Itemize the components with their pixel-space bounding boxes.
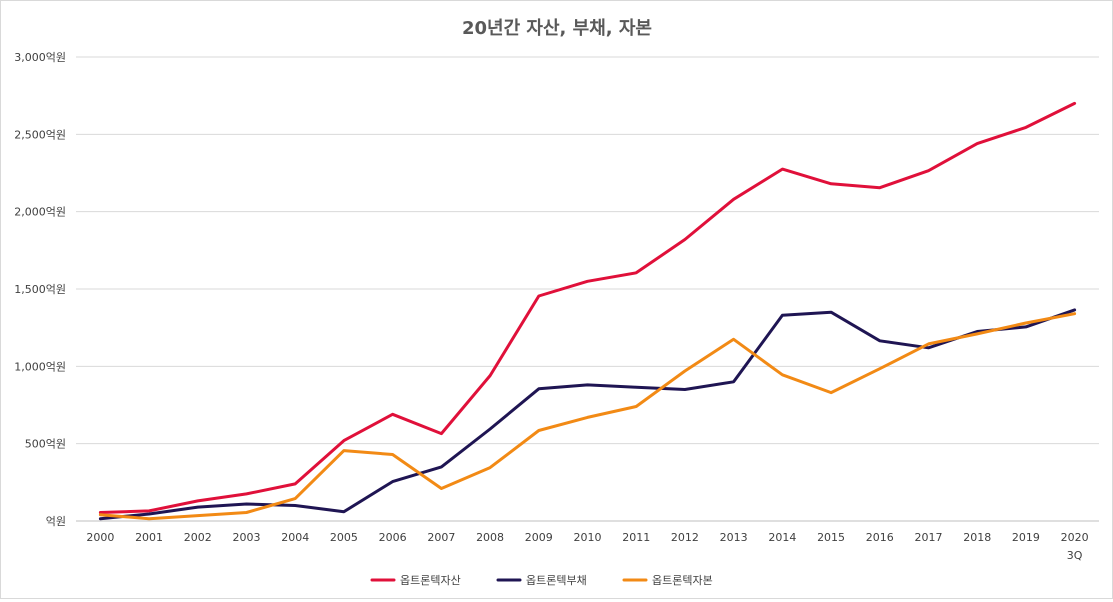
x-tick-label: 2010 <box>574 531 602 544</box>
x-tick-label: 2005 <box>330 531 358 544</box>
chart-title: 20년간 자산, 부채, 자본 <box>462 18 652 39</box>
legend: 옵트론텍자산 옵트론텍부채 옵트론텍자본 <box>370 574 713 587</box>
x-tick-label: 2017 <box>915 531 943 544</box>
x-tick-label: 2009 <box>525 531 553 544</box>
x-tick-label: 2001 <box>135 531 163 544</box>
series-lines <box>98 101 1077 521</box>
x-tick-label: 2019 <box>1012 531 1040 544</box>
gridlines <box>76 56 1099 522</box>
x-tick-sublabel: 3Q <box>1067 549 1083 562</box>
x-tick-label: 2008 <box>476 531 504 544</box>
x-tick-label: 2003 <box>233 531 261 544</box>
series-line-2 <box>98 308 1077 521</box>
legend-label: 옵트론텍자본 <box>652 574 713 587</box>
legend-label: 옵트론텍부채 <box>526 574 587 587</box>
y-tick-label: 2,000억원 <box>14 206 66 219</box>
x-tick-label: 2014 <box>768 531 796 544</box>
y-tick-label: 500억원 <box>25 438 66 451</box>
legend-item: 옵트론텍부채 <box>496 574 587 587</box>
x-tick-label: 2012 <box>671 531 699 544</box>
x-tick-label: 2015 <box>817 531 845 544</box>
y-tick-label: 1,500억원 <box>14 283 66 296</box>
x-tick-label: 2013 <box>720 531 748 544</box>
legend-item: 옵트론텍자본 <box>622 574 713 587</box>
x-tick-label: 2004 <box>281 531 309 544</box>
legend-item: 옵트론텍자산 <box>370 574 461 587</box>
x-tick-label: 2000 <box>86 531 114 544</box>
x-tick-label: 2018 <box>963 531 991 544</box>
x-tick-label: 2002 <box>184 531 212 544</box>
x-tick-label: 2016 <box>866 531 894 544</box>
y-tick-label: 2,500억원 <box>14 128 66 141</box>
x-axis-tick-labels: 2000 2001 2002 2003 2004 2005 2006 2007 2008 2009… <box>86 531 1088 562</box>
series-line-1 <box>98 101 1077 514</box>
y-axis-tick-labels: 억원 500억원 1,000억원 1,500억원 2,000억원 2,500억원 3,000… <box>14 51 66 528</box>
legend-label: 옵트론텍자산 <box>400 574 461 587</box>
y-tick-label: 1,000억원 <box>14 360 66 373</box>
y-tick-label: 억원 <box>46 515 66 528</box>
x-tick-label: 2020 <box>1061 531 1089 544</box>
x-tick-label: 2007 <box>427 531 455 544</box>
y-tick-label: 3,000억원 <box>14 51 66 64</box>
x-tick-label: 2011 <box>622 531 650 544</box>
x-tick-label: 2006 <box>379 531 407 544</box>
series-line-3 <box>98 312 1077 521</box>
